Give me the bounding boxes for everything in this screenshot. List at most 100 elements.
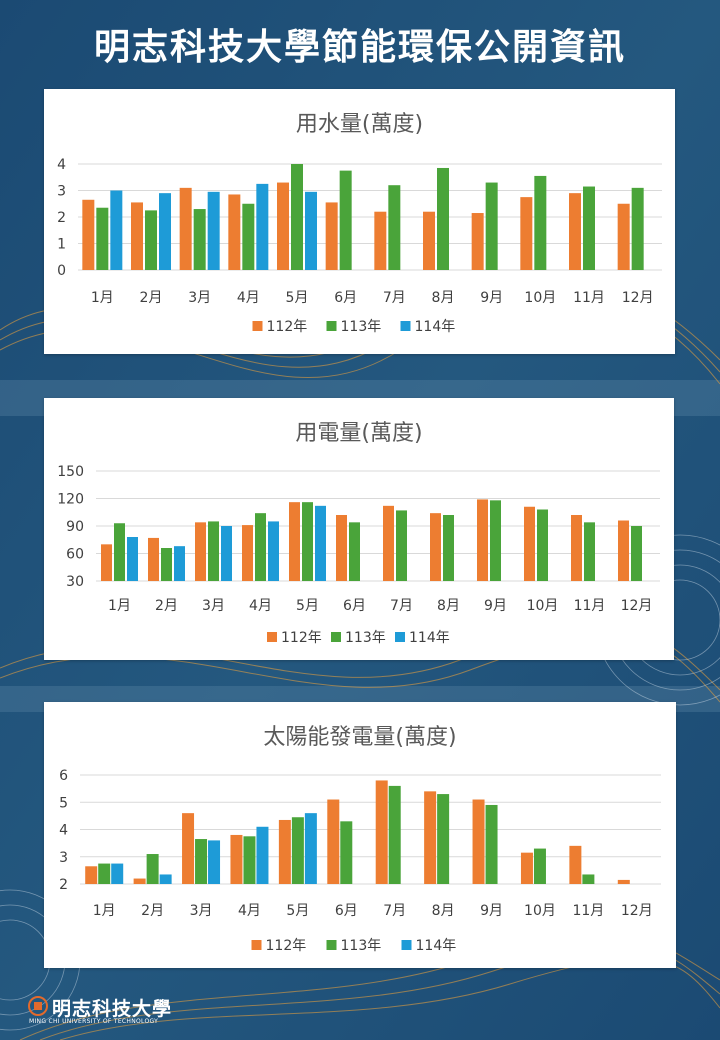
chart-title: 用電量(萬度) bbox=[295, 421, 422, 446]
x-tick-label: 1月 bbox=[91, 290, 114, 306]
solar-generation-chart-panel: 太陽能發電量(萬度) 2 3 4 5 6 1月 2月 3月 4月 5月 6月 7月 8月 9月 10月 11月 1… bbox=[44, 702, 676, 968]
y-tick-label: 3 bbox=[57, 184, 66, 200]
bar-112年-8月 bbox=[430, 513, 441, 581]
bar-113年-3月 bbox=[193, 209, 206, 270]
x-tick-label: 5月 bbox=[286, 290, 309, 306]
legend-swatch bbox=[251, 940, 262, 950]
y-tick-label: 4 bbox=[57, 157, 66, 173]
x-tick-label: 4月 bbox=[237, 290, 260, 306]
page-title: 明志科技大學節能環保公開資訊 bbox=[93, 27, 626, 68]
bar-113年-9月 bbox=[485, 182, 498, 270]
bar-112年-5月 bbox=[289, 502, 300, 581]
bar-112年-12月 bbox=[617, 879, 630, 884]
bar-112年-9月 bbox=[477, 499, 488, 581]
legend-swatch bbox=[326, 321, 337, 331]
bar-113年-2月 bbox=[146, 854, 159, 884]
x-tick-label: 6月 bbox=[343, 598, 366, 614]
bar-114年-3月 bbox=[221, 526, 232, 581]
bar-114年-2月 bbox=[159, 874, 172, 884]
y-tick-label: 1 bbox=[57, 237, 66, 253]
bar-112年-1月 bbox=[101, 544, 112, 581]
bar-114年-2月 bbox=[159, 193, 171, 270]
bar-112年-7月 bbox=[374, 211, 387, 270]
y-tick-label: 2 bbox=[57, 210, 66, 226]
x-tick-label: 6月 bbox=[335, 903, 358, 919]
y-tick-label: 5 bbox=[59, 795, 68, 811]
x-tick-label: 3月 bbox=[190, 903, 213, 919]
legend-label: 112年 bbox=[267, 319, 308, 335]
bar-112年-9月 bbox=[472, 799, 485, 884]
bar-112年-9月 bbox=[471, 213, 484, 270]
bar-114年-2月 bbox=[174, 546, 185, 581]
x-tick-label: 9月 bbox=[480, 290, 503, 306]
x-tick-label: 11月 bbox=[572, 903, 604, 919]
solar-generation-chart: 太陽能發電量(萬度) 2 3 4 5 6 1月 2月 3月 4月 5月 6月 7月 8月 9月 10月 11月 1… bbox=[59, 725, 661, 954]
bar-114年-5月 bbox=[304, 813, 317, 884]
bar-113年-6月 bbox=[340, 821, 353, 884]
university-emblem-icon bbox=[28, 996, 48, 1016]
bar-113年-6月 bbox=[339, 170, 352, 270]
bar-114年-1月 bbox=[127, 537, 138, 581]
bar-113年-2月 bbox=[145, 210, 157, 270]
bar-114年-1月 bbox=[110, 190, 123, 270]
bar-114年-4月 bbox=[256, 826, 269, 884]
x-tick-label: 9月 bbox=[480, 903, 503, 919]
legend-label: 113年 bbox=[345, 630, 386, 646]
x-tick-label: 2月 bbox=[140, 290, 163, 306]
bar-113年-12月 bbox=[631, 187, 644, 270]
bar-113年-11月 bbox=[582, 874, 595, 884]
bar-113年-1月 bbox=[98, 863, 111, 884]
legend-label: 114年 bbox=[415, 319, 456, 335]
bar-112年-12月 bbox=[617, 203, 630, 270]
legend-label: 113年 bbox=[341, 319, 382, 335]
water-usage-chart-panel: 用水量(萬度) 0 1 2 3 4 1月 2月 3月 4月 5月 6月 7月 8月 9月 10月 11月 12月 1… bbox=[44, 89, 675, 354]
legend-swatch bbox=[326, 940, 337, 950]
legend-swatch bbox=[401, 940, 412, 950]
x-tick-label: 3月 bbox=[188, 290, 211, 306]
university-name: 明志科技大學 bbox=[52, 998, 173, 1020]
x-tick-label: 7月 bbox=[383, 290, 406, 306]
bar-114年-3月 bbox=[208, 840, 221, 884]
bar-112年-4月 bbox=[230, 834, 243, 884]
legend-label: 113年 bbox=[341, 938, 382, 954]
bar-112年-2月 bbox=[133, 878, 146, 884]
bar-112年-3月 bbox=[195, 522, 206, 581]
x-tick-label: 6月 bbox=[334, 290, 357, 306]
bar-113年-2月 bbox=[161, 548, 172, 581]
x-tick-label: 10月 bbox=[524, 290, 556, 306]
y-tick-label: 4 bbox=[59, 823, 68, 839]
bar-112年-3月 bbox=[182, 813, 195, 884]
water-usage-chart: 用水量(萬度) 0 1 2 3 4 1月 2月 3月 4月 5月 6月 7月 8月 9月 10月 11月 12月 1… bbox=[57, 112, 662, 335]
bar-114年-4月 bbox=[256, 183, 269, 270]
x-tick-label: 9月 bbox=[484, 598, 507, 614]
x-tick-label: 4月 bbox=[238, 903, 261, 919]
legend-swatch bbox=[267, 632, 277, 642]
university-english-name: MING CHI UNIVERSITY OF TECHNOLOGY bbox=[29, 1018, 159, 1025]
bar-112年-6月 bbox=[325, 202, 338, 270]
x-tick-label: 7月 bbox=[390, 598, 413, 614]
bar-113年-6月 bbox=[349, 522, 360, 581]
bar-113年-4月 bbox=[255, 513, 266, 581]
x-tick-label: 12月 bbox=[622, 290, 654, 306]
bar-113年-10月 bbox=[534, 175, 547, 270]
bar-113年-7月 bbox=[388, 785, 401, 884]
bar-112年-11月 bbox=[569, 193, 581, 270]
bar-112年-7月 bbox=[383, 505, 394, 581]
bar-112年-11月 bbox=[569, 845, 582, 884]
x-tick-label: 1月 bbox=[93, 903, 116, 919]
bar-112年-5月 bbox=[278, 819, 291, 884]
bar-114年-3月 bbox=[207, 191, 220, 270]
bar-112年-5月 bbox=[277, 182, 289, 270]
bar-113年-9月 bbox=[490, 500, 501, 581]
bar-112年-10月 bbox=[520, 197, 533, 270]
bar-113年-1月 bbox=[96, 207, 109, 270]
bar-113年-12月 bbox=[631, 526, 642, 581]
bar-112年-1月 bbox=[85, 866, 98, 884]
power-usage-chart: 用電量(萬度) 30 60 90 120 150 1月 2月 3月 4月 5月 6月 7月 8月 9月 10月… bbox=[57, 421, 660, 646]
bar-114年-4月 bbox=[268, 521, 279, 581]
legend-label: 114年 bbox=[409, 630, 450, 646]
bar-113年-10月 bbox=[537, 509, 548, 581]
bar-113年-5月 bbox=[302, 502, 313, 581]
bar-113年-4月 bbox=[243, 836, 256, 884]
bar-113年-7月 bbox=[388, 185, 401, 270]
